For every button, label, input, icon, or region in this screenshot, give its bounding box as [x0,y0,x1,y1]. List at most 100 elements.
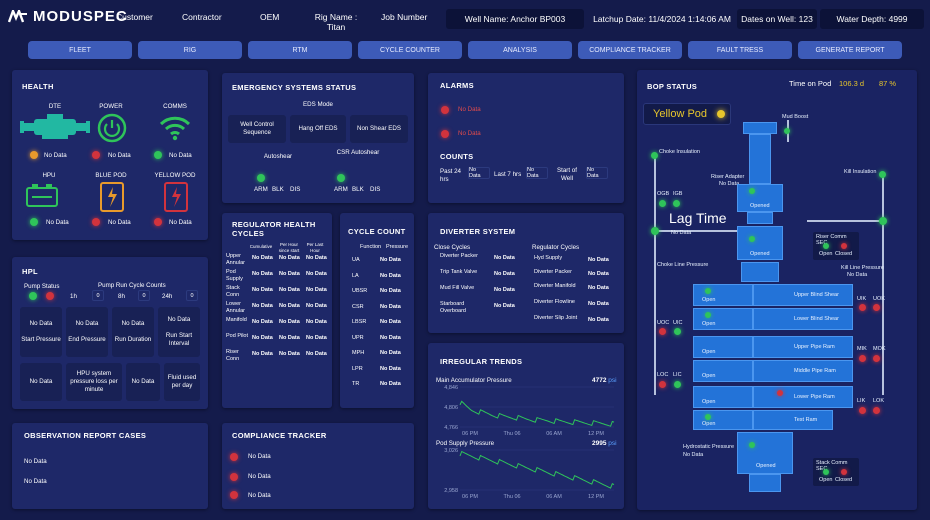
choke-insulation-label: Choke Insulation [659,149,700,155]
diverter-title: DIVERTER SYSTEM [440,227,515,236]
uoc-dot [659,328,666,335]
nav-fleet-button[interactable]: FLEET [28,41,132,59]
compliance-dot [230,491,238,499]
stack-comm-open: Open [819,477,832,483]
time-on-pod-value: 106.3 d [839,79,864,88]
cycle-count-function: LBSR [352,319,366,326]
csr-dis: DIS [370,186,380,194]
nav-cycle-counter-button[interactable]: CYCLE COUNTER [358,41,462,59]
upper-pipe-right: Upper Pipe Ram [753,336,853,358]
nav-compliance-tracker-button[interactable]: COMPLIANCE TRACKER [578,41,682,59]
annular-opened: Opened [750,251,770,257]
run-start-interval-label: Run Start Interval [158,332,200,348]
alarms-panel: ALARMS No Data No Data COUNTS Past 24 hr… [428,73,624,203]
lic-dot [674,381,681,388]
customer-label: Customer [116,12,153,22]
nav-analysis-button[interactable]: ANALYSIS [468,41,572,59]
hpu-loss-label: HPU system pressure loss per minute [66,363,122,401]
lower-blind-right: Lower Blind Shear [753,308,853,330]
blue-pod-label: BLUE POD [86,172,136,180]
ogb-line [654,230,744,232]
dte-status-dot [30,151,38,159]
nav-rig-button[interactable]: RIG [138,41,242,59]
lower-blind-left: Open [693,308,753,330]
compliance-title: COMPLIANCE TRACKER [232,431,327,440]
wifi-icon [159,114,191,142]
choke-line-pressure-label: Choke Line Pressure [657,262,708,268]
autoshear-label: Autoshear [248,153,308,161]
diverter-close-title: Close Cycles [434,244,470,252]
regulator-row-value: No Data [252,303,273,310]
series-line [460,401,614,426]
diverter-reg-label: Diverter Packer [534,269,578,276]
well-name-box: Well Name: Anchor BP003 [446,9,584,29]
compliance-row: No Data [248,473,271,481]
x-tick-label: 06 PM [462,494,478,500]
riser-adapter-opened: Opened [750,203,770,209]
regulator-row-label: Riser Conn [226,349,250,363]
cycle-count-pressure-header: Pressure [386,244,408,251]
alarm-row: No Data [458,130,481,138]
lag-time-label: Lag Time [669,210,727,228]
active-pod-box: Yellow Pod [643,103,731,125]
cycle-count-value: No Data [380,381,401,388]
middle-pipe-label: Middle Pipe Ram [794,368,836,374]
regulator-row-label: Upper Annular [226,253,250,267]
count-start-well-label: Start of Well [552,167,582,183]
nav-rtm-button[interactable]: RTM [248,41,352,59]
x-tick-label: Thu 06 [503,431,520,437]
count-past-24-label: Past 24 hrs [440,168,464,184]
loc-dot [659,381,666,388]
regulator-row-value: No Data [279,255,300,262]
hang-off-eds-button[interactable]: Hang Off EDS [290,115,346,143]
kill-valve-dot [879,217,887,225]
cycle-count-function: LPR [352,366,363,373]
diverter-reg-label: Diverter Slip Joint [534,315,578,322]
time-on-pod-label: Time on Pod [789,79,831,88]
end-pressure-label: End Pressure [68,336,106,344]
regulator-panel: REGULATOR HEALTH CYCLES Cumulative Per H… [222,213,332,408]
igb-dot [673,200,680,207]
active-pod-label: Yellow Pod [653,108,707,122]
regulator-row-value: No Data [252,319,273,326]
regulator-row-value: No Data [306,271,327,278]
uic-dot [674,328,681,335]
lik-dot [859,407,866,414]
lower-pipe-label: Lower Pipe Ram [794,394,835,400]
autoshear-arm: ARM [254,186,268,194]
well-control-sequence-button[interactable]: Well Control Sequence [228,115,286,143]
compliance-dot [230,473,238,481]
count-past-24-value: No Data [468,167,490,179]
riser-comm-open-dot [823,243,829,249]
time-on-pod-percent: 87 % [879,79,896,88]
diverter-close-value: No Data [494,287,515,294]
brand-logo: MODUSPEC [8,8,128,25]
csr-autoshear-label: CSR Autoshear [328,149,388,157]
regulator-title: REGULATOR HEALTH CYCLES [232,220,328,239]
blue-pod-status: No Data [108,219,131,227]
nav-generate-report-button[interactable]: GENERATE REPORT [798,41,902,59]
nav-fault-tress-button[interactable]: FAULT TRESS [688,41,792,59]
non-shear-eds-button[interactable]: Non Shear EDS [350,115,408,143]
diverter-close-value: No Data [494,271,515,278]
trends-title: IRREGULAR TRENDS [440,357,522,366]
pump-status-dot-2 [46,292,54,300]
emergency-panel: EMERGENCY SYSTEMS STATUS EDS Mode Well C… [222,73,414,203]
lower-blind-label: Lower Blind Shear [794,316,839,322]
regulator-row-value: No Data [306,335,327,342]
upper-pipe-label: Upper Pipe Ram [794,344,835,350]
test-ram-label: Test Ram [794,417,817,423]
period-24h-label: 24h [162,293,172,301]
x-tick-label: 12 PM [588,431,604,437]
power-status-dot [92,151,100,159]
top-header: MODUSPEC Customer Contractor OEM Rig Nam… [0,0,930,38]
regulator-col-per-hour: Per Hour since start [276,242,302,253]
hpu-status-dot [30,218,38,226]
kill-top-line [807,220,884,222]
diverter-reg-value: No Data [588,285,609,292]
pump-status-label: Pump Status [24,283,59,291]
dte-status: No Data [44,152,67,160]
trend2-chart: 3,0262,95806 PM Thu 06 06 AM 12 PM [428,446,624,502]
regulator-row-value: No Data [279,303,300,310]
upper-pipe-open: Open [702,349,715,355]
